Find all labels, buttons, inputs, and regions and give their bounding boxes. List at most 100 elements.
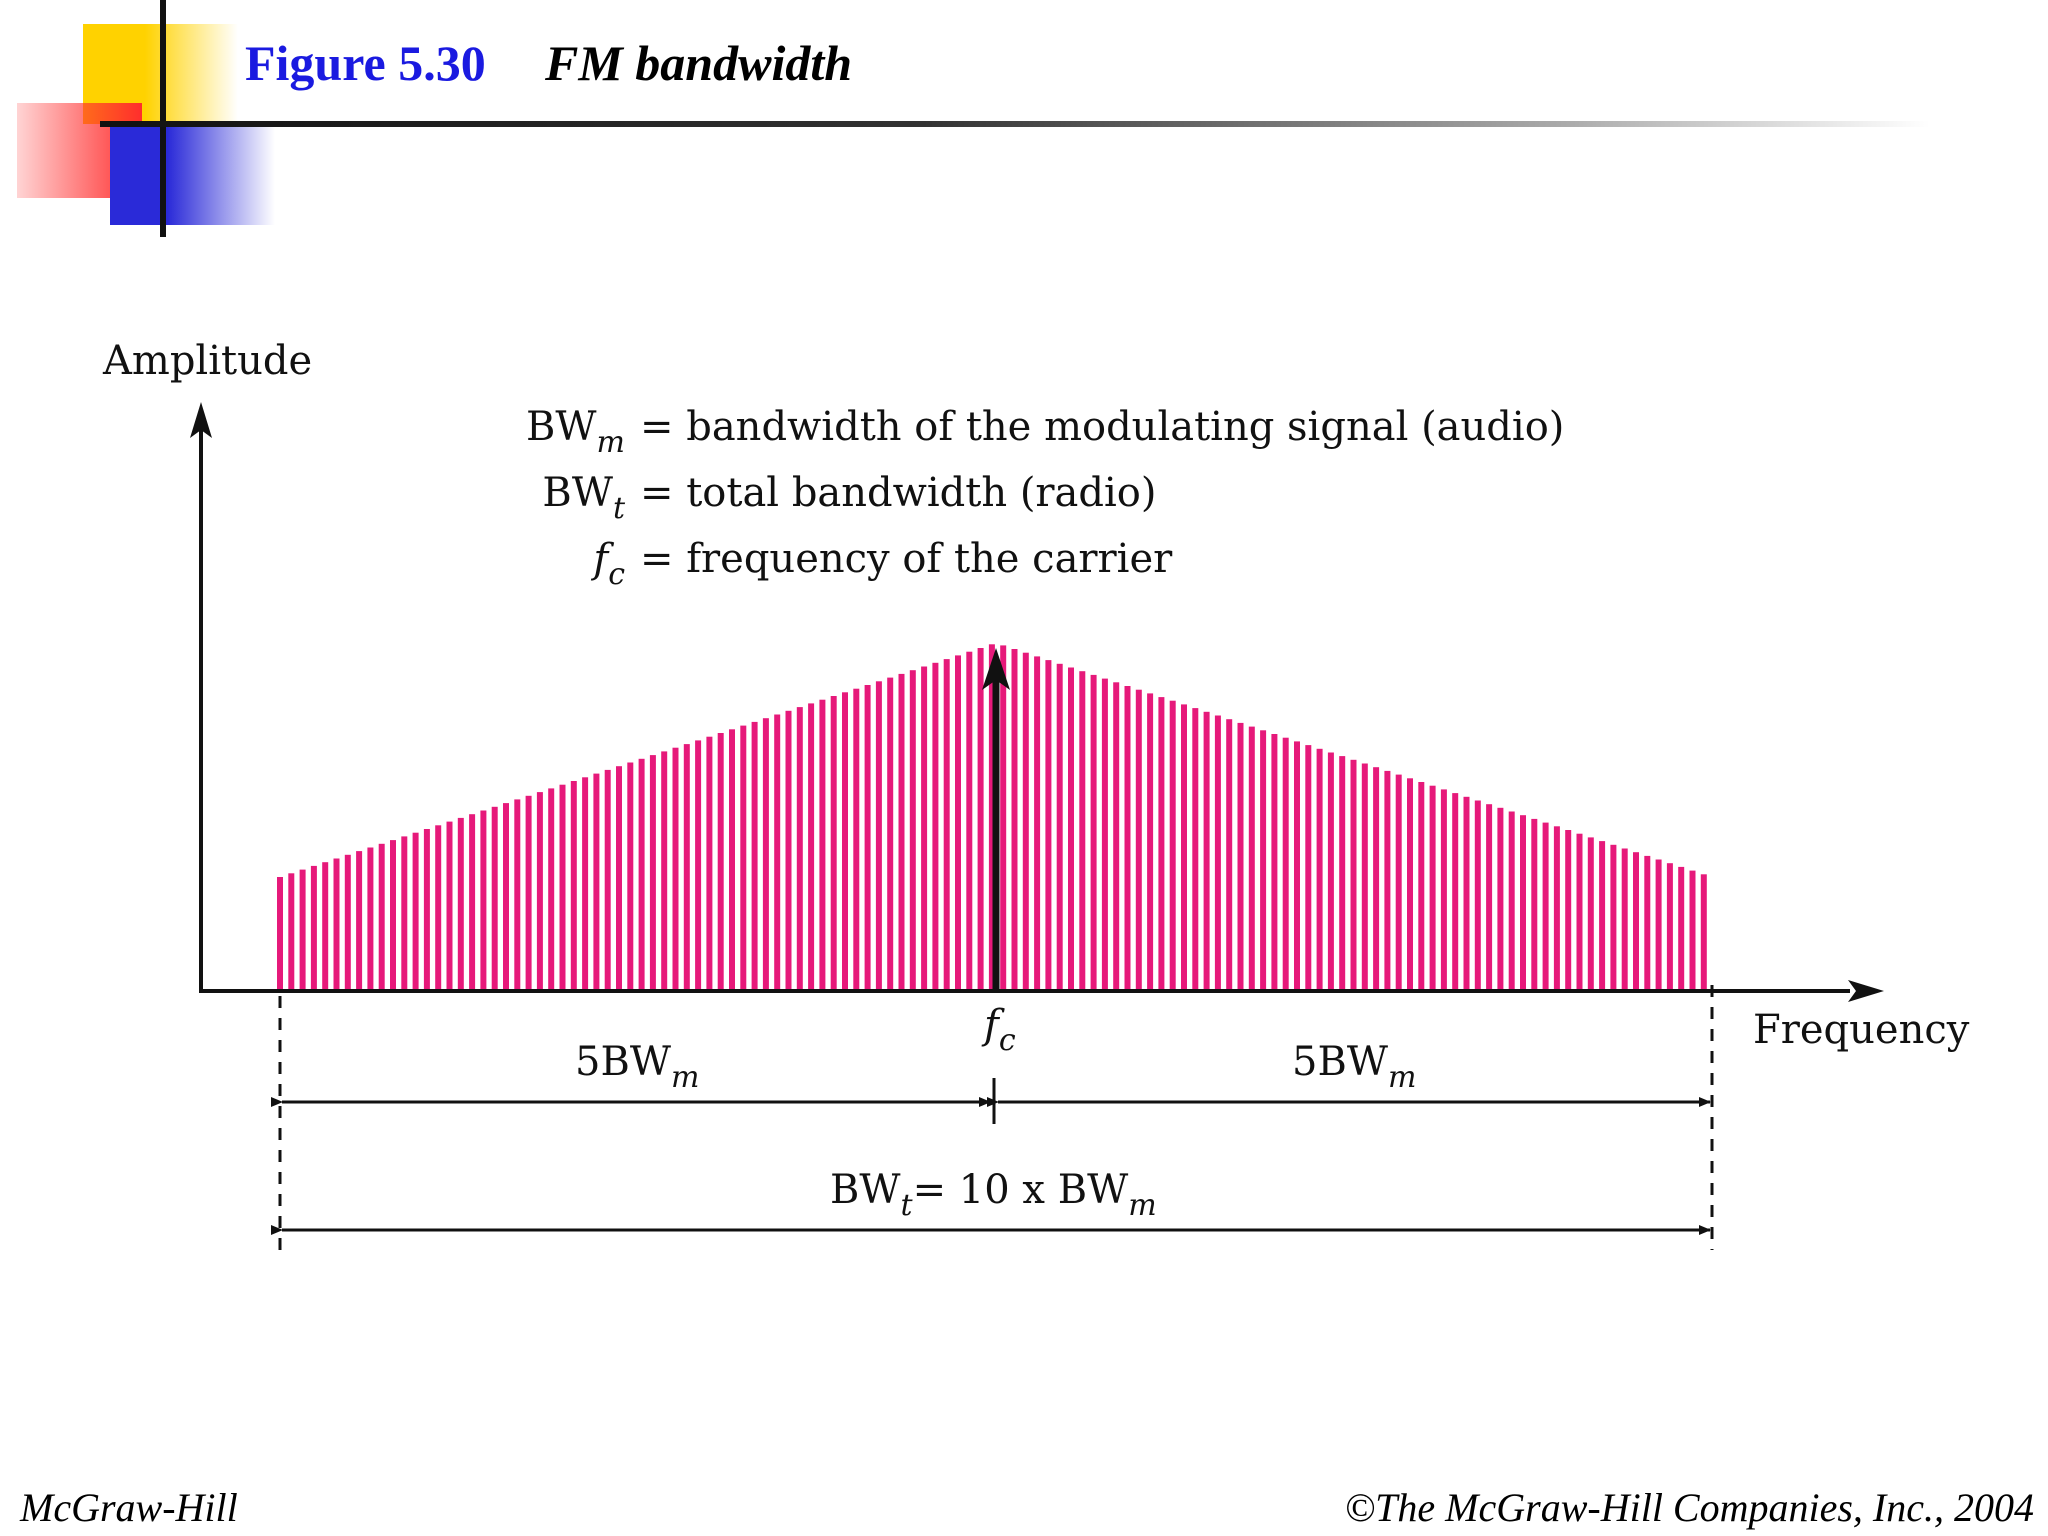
x-axis-arrow-icon <box>1848 980 1884 1002</box>
spectrum-line <box>1633 852 1639 989</box>
spectrum-line <box>1452 793 1459 989</box>
legend-row-bwm: BWm <box>526 404 625 460</box>
spectrum-line <box>1147 693 1154 989</box>
spectrum-line <box>864 685 871 989</box>
spectrum-line <box>390 840 396 989</box>
spectrum-line <box>299 869 306 989</box>
y-axis-label: Amplitude <box>102 338 312 384</box>
spectrum-line <box>1068 667 1074 989</box>
spectrum-line <box>1192 708 1199 989</box>
spectrum-line <box>1056 663 1063 989</box>
spectrum-line <box>1305 745 1312 989</box>
spectrum-line <box>536 792 543 989</box>
spectrum-line <box>830 696 837 989</box>
spectrum-line <box>1248 726 1255 989</box>
spectrum-line <box>921 666 928 989</box>
spectrum-line <box>932 662 939 989</box>
legend-row-bwt: BWt <box>542 470 626 526</box>
spectrum-line <box>796 707 803 989</box>
spectrum-line <box>875 681 882 989</box>
spectrum-line <box>1045 660 1052 989</box>
spectrum-line <box>887 677 894 989</box>
spectrum-line <box>288 873 295 989</box>
spectrum-line <box>1700 874 1707 989</box>
spectrum-line <box>1565 830 1572 989</box>
x-axis-label: Frequency <box>1753 1007 1970 1053</box>
spectrum-line <box>548 788 555 989</box>
spectrum-line <box>1689 870 1696 989</box>
spectrum-line <box>1034 656 1041 989</box>
spectrum-line <box>1327 752 1334 989</box>
spectrum-line <box>717 733 724 989</box>
spectrum-line <box>1508 811 1515 989</box>
spectrum-line <box>1666 863 1673 989</box>
spectrum-line <box>1203 711 1210 989</box>
legend-def-fc: = frequency of the carrier <box>640 536 1173 582</box>
spectrum-line <box>661 751 668 989</box>
spectrum-line <box>1260 730 1267 989</box>
spectrum-line <box>808 703 815 989</box>
right-span-label: 5BWm <box>1292 1039 1416 1095</box>
spectrum-line <box>1497 807 1504 989</box>
spectrum-line <box>706 736 713 989</box>
spectrum-line <box>1474 800 1481 989</box>
spectrum-line <box>1350 759 1357 989</box>
spectrum-line <box>1463 796 1470 989</box>
spectrum-line <box>457 817 464 989</box>
spectrum-line <box>356 851 363 989</box>
figure-number: Figure 5.30 <box>245 35 486 91</box>
spectrum-line <box>1124 686 1131 989</box>
spectrum-line <box>277 877 283 989</box>
spectrum-line <box>1542 822 1549 989</box>
spectrum-line <box>1113 682 1120 989</box>
spectrum-line <box>570 781 577 989</box>
spectrum-line <box>401 836 408 989</box>
figure-title: FM bandwidth <box>545 35 853 91</box>
spectrum-line <box>1361 763 1368 989</box>
spectrum-line <box>412 832 419 989</box>
spectrum-line <box>1599 841 1606 989</box>
left-span-label: 5BWm <box>575 1039 699 1095</box>
y-axis-arrow-icon <box>190 402 212 438</box>
spectrum-line <box>1022 652 1029 989</box>
spectrum-line <box>1373 767 1380 989</box>
spectrum-line <box>842 692 848 989</box>
spectrum-line <box>1339 756 1346 989</box>
decor-vertical-line <box>160 0 166 237</box>
title-underline <box>100 121 1930 127</box>
spectrum-line <box>378 843 385 989</box>
legend: BWm = bandwidth of the modulating signal… <box>526 404 1564 592</box>
spectrum-line <box>988 644 995 989</box>
spectrum-line <box>503 803 509 989</box>
spectrum-line <box>683 744 690 989</box>
decor-blue-square <box>110 125 275 225</box>
spectrum-line <box>1079 671 1086 989</box>
spectrum-line <box>469 814 476 989</box>
spectrum-line <box>1418 782 1425 989</box>
spectrum-line <box>1000 645 1007 989</box>
spectrum-line <box>1553 826 1560 989</box>
spectrum-line <box>751 721 758 989</box>
spectrum-line <box>1587 837 1594 989</box>
spectrum-line <box>1316 748 1323 989</box>
spectrum-line <box>740 725 747 989</box>
footer-copyright: ©The McGraw-Hill Companies, Inc., 2004 <box>1344 1485 2034 1530</box>
spectrum-line <box>729 729 735 989</box>
footer-publisher: McGraw-Hill <box>20 1485 238 1530</box>
spectrum-line <box>1384 770 1391 989</box>
spectrum-line <box>367 847 374 989</box>
carrier-label: fc <box>981 1002 1016 1058</box>
spectrum-line <box>1169 700 1176 989</box>
spectrum-line <box>1214 715 1221 989</box>
spectrum-line <box>525 795 532 989</box>
spectrum-line <box>423 829 430 989</box>
spectrum-line <box>1407 778 1413 989</box>
spectrum-line <box>1486 804 1493 989</box>
spectrum-line <box>785 710 792 989</box>
spectrum-line <box>966 651 973 989</box>
spectrum-line <box>853 688 860 989</box>
spectrum-line <box>1158 697 1165 989</box>
spectrum-line <box>1576 833 1583 989</box>
spectrum-line <box>627 762 634 989</box>
